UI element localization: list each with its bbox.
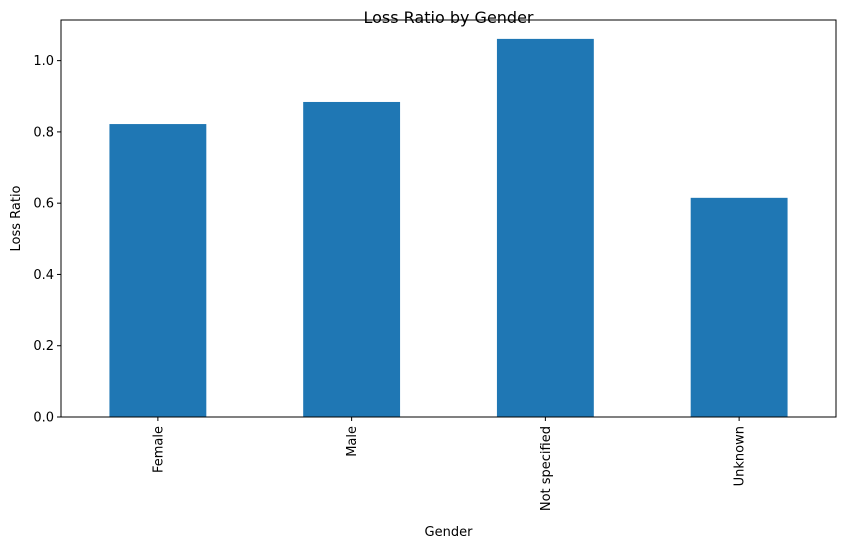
plot-frame xyxy=(60,19,837,418)
x-tick-label: Male xyxy=(345,426,360,457)
bar-unknown xyxy=(690,197,788,417)
x-axis: Female Male Not specified Unknown xyxy=(151,417,748,511)
y-tick-label: 1.0 xyxy=(33,54,54,69)
x-tick-label: Not specified xyxy=(539,426,554,511)
bar-male xyxy=(303,101,401,418)
y-axis-label: Loss Ratio xyxy=(9,185,24,251)
y-tick-label: 0.2 xyxy=(33,339,54,354)
x-tick-label: Unknown xyxy=(733,426,748,486)
y-tick-label: 0.8 xyxy=(33,125,54,140)
y-tick-label: 0.6 xyxy=(33,197,54,212)
bars-group xyxy=(109,38,788,418)
x-axis-label: Gender xyxy=(425,525,474,540)
y-tick-label: 0.0 xyxy=(33,411,54,426)
bar-female xyxy=(109,124,207,418)
bar-not-specified xyxy=(496,38,594,418)
x-tick-label: Female xyxy=(151,426,166,473)
y-axis: 0.0 0.2 0.4 0.6 0.8 1.0 xyxy=(33,54,61,426)
chart-title: Loss Ratio by Gender xyxy=(363,8,533,27)
y-tick-label: 0.4 xyxy=(33,268,54,283)
